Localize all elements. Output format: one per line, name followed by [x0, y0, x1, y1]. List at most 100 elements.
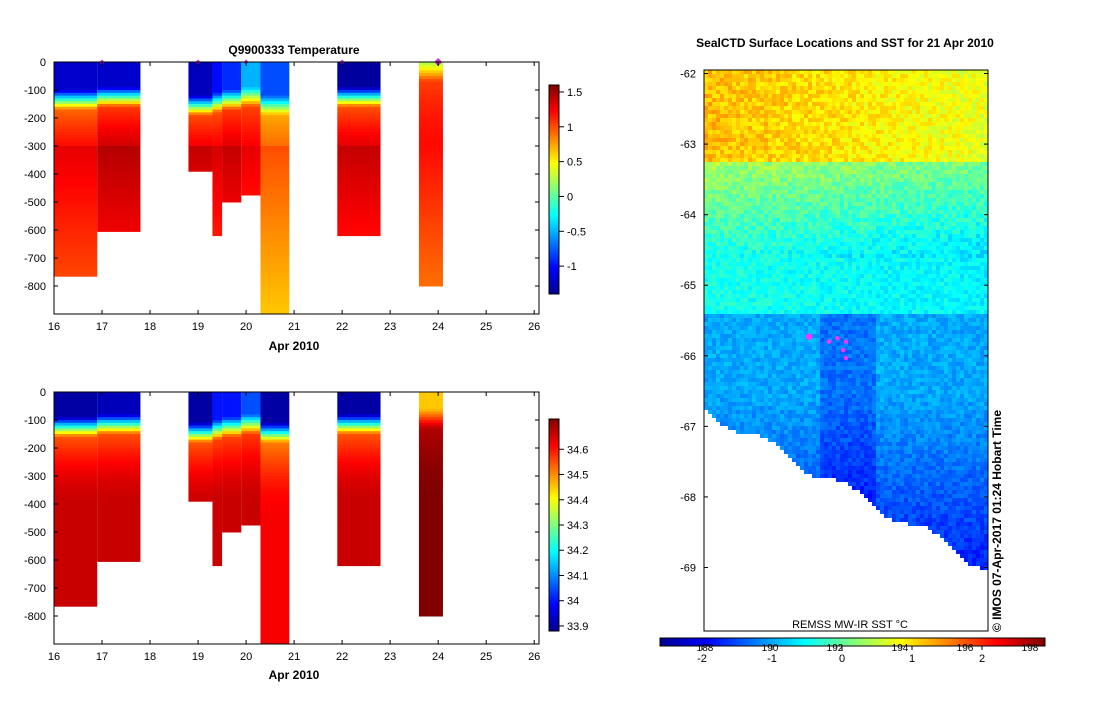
x-tick-label: 22	[336, 651, 348, 663]
sst-cell	[804, 194, 808, 198]
sst-cell	[712, 74, 716, 78]
sst-cell	[816, 78, 820, 82]
sst-cell	[904, 154, 908, 158]
sst-cell	[708, 210, 712, 214]
sst-cell	[952, 78, 956, 82]
sst-cell	[896, 194, 900, 198]
sst-cell	[908, 270, 912, 274]
sst-cell	[760, 138, 764, 142]
sst-cell	[788, 206, 792, 210]
sst-cell	[844, 270, 848, 274]
sst-cell	[708, 142, 712, 146]
sst-cell	[920, 82, 924, 86]
sst-cell	[940, 198, 944, 202]
sst-cell	[908, 198, 912, 202]
sst-cell	[704, 234, 708, 238]
sst-cell	[756, 242, 760, 246]
sst-cell	[920, 114, 924, 118]
sst-cell	[720, 98, 724, 102]
sst-cell	[892, 170, 896, 174]
sst-cell	[900, 258, 904, 262]
sst-cell	[796, 254, 800, 258]
sst-cell	[884, 110, 888, 114]
sst-cell	[920, 138, 924, 142]
sst-cell	[724, 266, 728, 270]
sst-cell	[752, 254, 756, 258]
sst-cell	[976, 198, 980, 202]
sst-cell	[704, 174, 708, 178]
sst-cell	[892, 114, 896, 118]
sst-cell	[704, 158, 708, 162]
sst-cell	[824, 110, 828, 114]
sst-cell	[712, 130, 716, 134]
sst-cell	[800, 118, 804, 122]
sst-cell	[844, 178, 848, 182]
sst-cell	[820, 182, 824, 186]
sst-cell	[908, 82, 912, 86]
sst-cell	[896, 198, 900, 202]
sst-cell	[824, 122, 828, 126]
sst-cell	[880, 118, 884, 122]
sst-cell	[776, 238, 780, 242]
sst-cell	[936, 146, 940, 150]
sst-cell	[868, 222, 872, 226]
sst-cell	[764, 86, 768, 90]
sst-cell	[784, 270, 788, 274]
sst-cell	[792, 142, 796, 146]
sst-cell	[924, 186, 928, 190]
sst-cell	[864, 114, 868, 118]
sst-cell	[924, 114, 928, 118]
sst-cell	[928, 70, 932, 74]
sst-cell	[792, 82, 796, 86]
sst-cell	[832, 194, 836, 198]
sst-cell	[840, 198, 844, 202]
sst-cell	[772, 258, 776, 262]
sst-cell	[968, 258, 972, 262]
sst-cell	[744, 70, 748, 74]
sst-cell	[972, 242, 976, 246]
sst-cell	[920, 238, 924, 242]
sst-cell	[908, 250, 912, 254]
sst-cell	[836, 82, 840, 86]
sst-cell	[784, 206, 788, 210]
sst-cell	[952, 70, 956, 74]
sst-cell	[812, 254, 816, 258]
sst-cell	[772, 70, 776, 74]
sst-cell	[856, 86, 860, 90]
sst-cell	[952, 254, 956, 258]
sst-cell	[852, 250, 856, 254]
sst-cell	[772, 194, 776, 198]
sst-cell	[916, 246, 920, 250]
sst-cell	[832, 142, 836, 146]
sst-cell	[768, 194, 772, 198]
sst-cell	[980, 234, 984, 238]
sst-cell	[916, 194, 920, 198]
sst-cell	[976, 174, 980, 178]
x-tick-label: 25	[480, 321, 492, 333]
sst-cell	[844, 258, 848, 262]
profile-cell	[337, 233, 380, 236]
sst-cell	[912, 126, 916, 130]
sst-cell	[728, 206, 732, 210]
sst-cell	[732, 190, 736, 194]
temperature-colorbar	[549, 85, 559, 294]
sst-cell	[732, 106, 736, 110]
sst-cell	[776, 118, 780, 122]
sst-cell	[900, 106, 904, 110]
sst-cell	[748, 114, 752, 118]
sst-cell	[816, 114, 820, 118]
sst-cell	[868, 246, 872, 250]
sst-cell	[948, 202, 952, 206]
sst-cell	[768, 138, 772, 142]
sst-cell	[864, 226, 868, 230]
sst-cell	[820, 202, 824, 206]
sst-cell	[736, 218, 740, 222]
sst-cell	[984, 166, 988, 170]
sst-cell	[856, 250, 860, 254]
sst-cell	[868, 198, 872, 202]
sst-cell	[892, 178, 896, 182]
sst-cell	[848, 266, 852, 270]
sst-cell	[804, 246, 808, 250]
sst-cell	[768, 94, 772, 98]
sst-cell	[752, 206, 756, 210]
